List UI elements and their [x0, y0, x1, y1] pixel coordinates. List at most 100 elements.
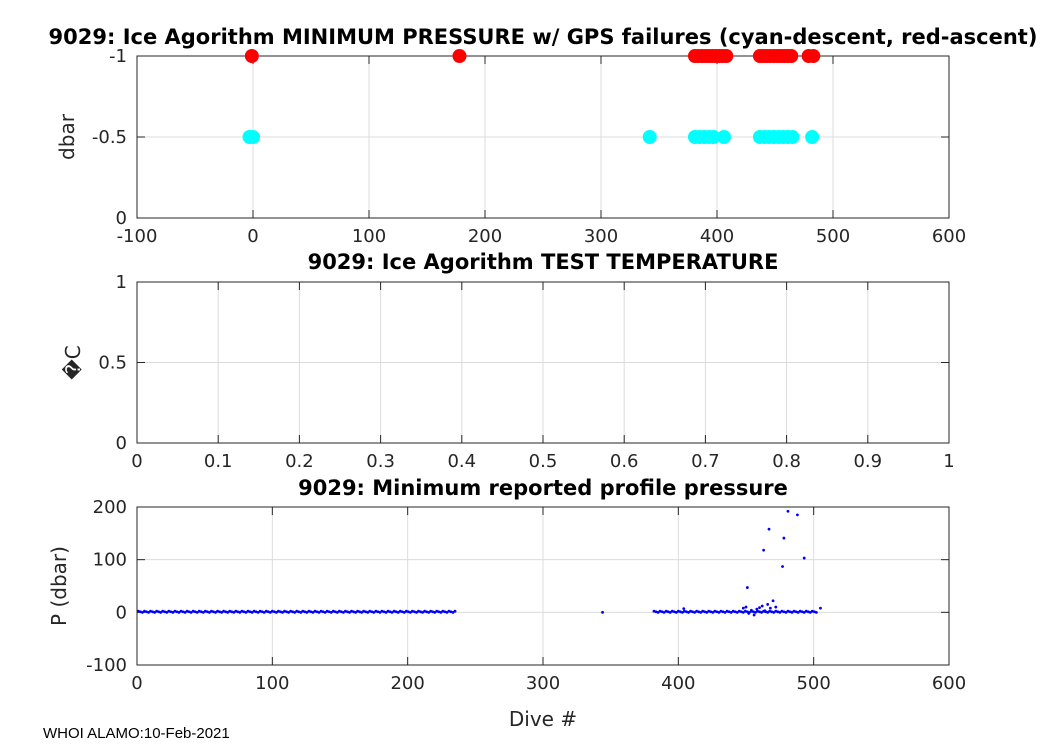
- data-point-3-0-r0-83: [305, 611, 309, 614]
- data-point-3-0-r1-11: [674, 611, 678, 614]
- data-point-3-0-r0-20: [177, 611, 181, 614]
- x-tick-label-3-6: 600: [932, 673, 966, 694]
- data-point-3-0-r1-65: [784, 611, 788, 614]
- data-point-1-0-16: [785, 130, 800, 144]
- data-point-1-0-8: [716, 130, 731, 144]
- data-point-3-0-r0-122: [384, 611, 388, 614]
- data-point-3-0-r0-65: [268, 611, 272, 614]
- data-point-3-0-r1-8: [668, 611, 672, 614]
- data-point-3-0-r1-68: [790, 611, 794, 614]
- y-tick-label-3-1: 0: [116, 602, 127, 623]
- data-point-3-0-r0-8: [153, 611, 156, 614]
- data-point-3-0-r0-86: [311, 611, 315, 614]
- data-point-3-0-19: [782, 536, 786, 540]
- data-point-3-0-r0-113: [366, 611, 370, 614]
- data-point-3-0-r0-44: [226, 611, 230, 614]
- data-point-3-0-r0-92: [323, 611, 327, 614]
- y-tick-label-3-2: 100: [93, 550, 127, 571]
- x-tick-label-1-5: 400: [700, 226, 734, 247]
- x-axis-label-3: Dive #: [509, 707, 577, 731]
- data-point-3-0-r0-68: [274, 611, 278, 614]
- x-tick-label-2-6: 0.6: [610, 451, 639, 472]
- data-point-3-0-r0-74: [287, 611, 290, 614]
- y-tick-label-2-2: 1: [116, 272, 127, 293]
- data-point-3-0-r0-77: [293, 611, 297, 614]
- data-point-3-0-r1-23: [699, 611, 703, 614]
- data-point-3-0-r1-62: [778, 611, 782, 614]
- x-tick-label-3-3: 300: [526, 673, 560, 694]
- data-point-3-0-r1-17: [687, 611, 690, 614]
- x-tick-label-1-3: 200: [468, 226, 502, 247]
- x-tick-label-2-2: 0.2: [285, 451, 314, 472]
- data-point-3-0-r0-50: [238, 611, 242, 614]
- data-point-3-0-r0-2: [141, 611, 144, 614]
- data-point-3-0-12: [768, 606, 772, 610]
- data-point-3-0-r0-53: [244, 611, 248, 614]
- y-axis-label-3: P (dbar): [47, 546, 71, 626]
- data-point-3-0-2: [741, 606, 745, 610]
- x-tick-label-2-9: 0.9: [853, 451, 882, 472]
- data-point-3-0-r1-20: [693, 611, 696, 614]
- x-tick-label-1-1: 0: [247, 226, 258, 247]
- footer-stamp: WHOI ALAMO:10-Feb-2021: [43, 725, 230, 742]
- data-point-3-0-r0-62: [262, 611, 266, 614]
- x-tick-label-2-4: 0.4: [447, 451, 476, 472]
- data-point-3-0-r0-137: [415, 611, 418, 614]
- x-tick-label-2-3: 0.3: [366, 451, 395, 472]
- y-axis-label-1: dbar: [55, 113, 79, 160]
- data-point-3-0-r0-119: [378, 611, 382, 614]
- data-point-3-0-22: [802, 556, 806, 560]
- data-point-3-0-r0-110: [360, 611, 364, 614]
- data-point-3-0-r0-56: [250, 611, 254, 614]
- data-point-3-0-r0-17: [171, 611, 175, 614]
- data-point-3-0-r0-134: [408, 611, 412, 614]
- data-point-3-0-21: [796, 513, 799, 517]
- data-point-3-0-r0-131: [402, 611, 406, 614]
- x-tick-label-3-4: 400: [661, 673, 695, 694]
- data-point-3-0-r0-95: [329, 611, 333, 614]
- data-point-1-0-7: [706, 130, 721, 144]
- data-point-3-0-6: [752, 613, 756, 617]
- data-point-3-0-r1-80: [814, 611, 818, 614]
- data-point-3-0-r0-5: [147, 611, 150, 614]
- data-point-3-0-r0-155: [451, 611, 455, 614]
- data-point-3-0-r0-29: [195, 611, 199, 614]
- data-point-3-0-r1-44: [741, 611, 745, 614]
- data-point-1-0-1: [246, 130, 260, 144]
- x-tick-label-1-4: 300: [584, 226, 618, 247]
- data-point-3-0-r1-56: [766, 611, 770, 614]
- data-point-3-0-r1-38: [729, 611, 733, 614]
- data-point-3-0-r0-152: [445, 611, 449, 614]
- data-point-3-0-r1-71: [796, 611, 800, 614]
- data-point-3-0-r0-107: [354, 611, 357, 614]
- y-tick-label-3-0: -100: [86, 655, 127, 676]
- data-point-3-0-r1-29: [711, 611, 715, 614]
- chart-title-1: 9029: Ice Agorithm MINIMUM PRESSURE w/ G…: [49, 25, 1038, 49]
- data-point-3-0-18: [767, 527, 771, 531]
- data-point-3-0-r1-14: [680, 611, 684, 614]
- data-point-3-0-10: [763, 609, 767, 613]
- data-point-1-1-0: [244, 49, 259, 63]
- data-point-3-0-4: [747, 611, 751, 615]
- data-point-3-0-13: [771, 599, 775, 603]
- data-point-3-0-r0-80: [299, 611, 303, 614]
- y-tick-label-1-0: 0: [116, 208, 127, 229]
- y-tick-label-1-2: -1: [109, 46, 127, 67]
- data-point-3-0-r1-32: [717, 611, 721, 614]
- x-tick-label-1-6: 500: [816, 226, 850, 247]
- data-point-3-0-r0-128: [396, 611, 400, 614]
- data-point-3-0-r1-26: [705, 611, 709, 614]
- data-point-3-0-r0-104: [348, 611, 351, 614]
- y-tick-label-1-1: -0.5: [92, 127, 127, 148]
- data-point-3-0-7: [755, 607, 759, 611]
- data-point-3-0-r0-47: [232, 611, 236, 614]
- data-point-1-1-11: [719, 49, 734, 63]
- y-tick-label-3-3: 200: [93, 497, 127, 518]
- data-point-1-1-21: [784, 49, 799, 63]
- y-tick-label-2-0: 0: [116, 433, 127, 454]
- data-point-3-0-0: [601, 610, 604, 614]
- data-point-3-0-r0-98: [335, 611, 339, 614]
- data-point-3-0-17: [762, 548, 765, 552]
- data-point-3-0-r1-5: [662, 611, 666, 614]
- data-point-1-1-23: [806, 49, 821, 63]
